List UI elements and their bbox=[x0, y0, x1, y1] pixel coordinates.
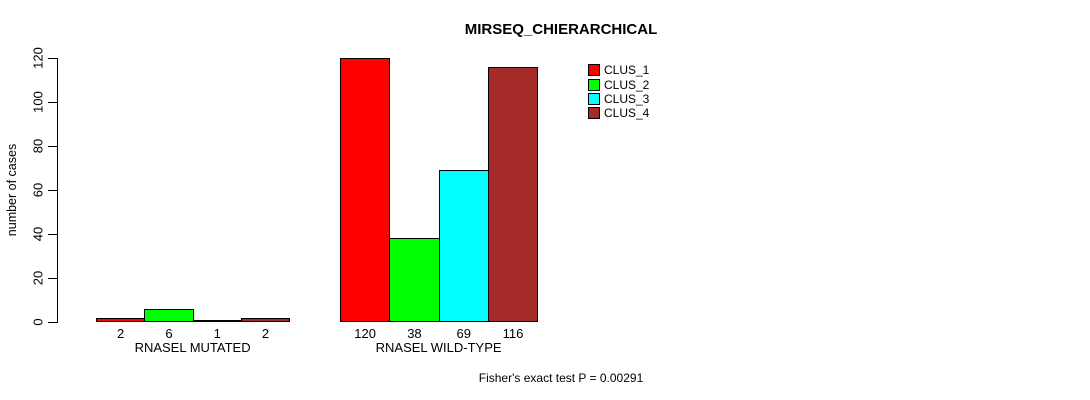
bar-value-label: 38 bbox=[407, 326, 422, 341]
bar bbox=[340, 58, 391, 322]
bar bbox=[192, 319, 242, 322]
y-axis-tick bbox=[48, 278, 58, 279]
bar bbox=[438, 170, 489, 322]
legend-item: CLUS_2 bbox=[588, 77, 649, 91]
y-axis-tick bbox=[48, 322, 58, 323]
y-axis-tick bbox=[48, 190, 58, 191]
y-axis-tick-label: 40 bbox=[30, 226, 46, 242]
bar bbox=[96, 317, 146, 322]
y-axis-tick-label: 100 bbox=[30, 91, 46, 113]
bar-value-label: 2 bbox=[117, 326, 125, 341]
bar-value-label: 116 bbox=[502, 326, 524, 341]
legend-item: CLUS_3 bbox=[588, 92, 649, 106]
legend-swatch bbox=[588, 107, 600, 120]
bar-value-label: 1 bbox=[213, 326, 221, 341]
y-axis-tick bbox=[48, 234, 58, 235]
y-axis-tick-label: 80 bbox=[30, 138, 46, 154]
bar bbox=[487, 66, 539, 322]
fisher-annotation: Fisher's exact test P = 0.00291 bbox=[478, 371, 644, 385]
x-group-label: RNASEL WILD-TYPE bbox=[375, 340, 502, 355]
legend-swatch bbox=[588, 92, 600, 105]
legend-item-label: CLUS_2 bbox=[604, 77, 650, 92]
legend-item-label: CLUS_1 bbox=[604, 63, 650, 78]
bar-value-label: 6 bbox=[165, 326, 173, 341]
y-axis-tick-label: 120 bbox=[30, 47, 46, 69]
legend-item: CLUS_4 bbox=[588, 106, 649, 120]
chart-title: MIRSEQ_CHIERARCHICAL bbox=[464, 21, 658, 38]
x-group-label: RNASEL MUTATED bbox=[134, 340, 251, 355]
legend-item-label: CLUS_3 bbox=[604, 91, 650, 106]
bar-value-label: 120 bbox=[354, 326, 376, 341]
y-axis-tick-label: 0 bbox=[30, 318, 46, 326]
legend-swatch bbox=[588, 64, 600, 77]
y-axis-tick bbox=[48, 146, 58, 147]
y-axis-label: number of cases bbox=[5, 143, 19, 237]
bar-value-label: 2 bbox=[261, 326, 270, 341]
y-axis-tick-label: 20 bbox=[30, 270, 46, 286]
y-axis-tick bbox=[48, 102, 58, 103]
legend-item: CLUS_1 bbox=[588, 63, 649, 77]
y-axis-tick-label: 60 bbox=[30, 182, 46, 198]
bar bbox=[240, 317, 291, 322]
legend: CLUS_1 CLUS_2 CLUS_3 CLUS_4 bbox=[588, 63, 649, 121]
y-axis-tick bbox=[48, 58, 58, 59]
bar-value-label: 69 bbox=[456, 326, 471, 341]
bar bbox=[144, 308, 194, 322]
legend-swatch bbox=[588, 78, 600, 91]
bar bbox=[389, 238, 440, 322]
legend-item-label: CLUS_4 bbox=[604, 106, 650, 121]
